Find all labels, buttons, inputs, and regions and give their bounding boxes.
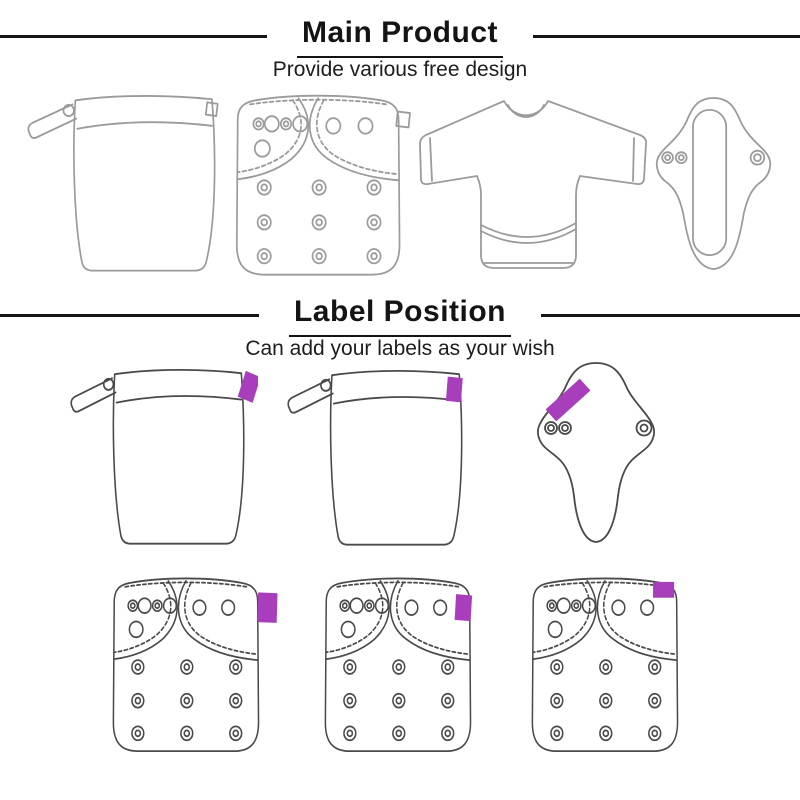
label-position-subtitle: Can add your labels as your wish: [245, 337, 555, 360]
label-swatch: [257, 592, 278, 623]
label-position-heading: Label Position: [0, 295, 800, 337]
heading-rule-left: [0, 314, 259, 318]
long-sleeve-bib-illustration: [418, 87, 648, 277]
diaper-label-side-illustration: [110, 572, 278, 765]
label-swatch: [653, 581, 675, 598]
diaper-label-edge-illustration: [322, 572, 473, 765]
main-product-title: Main Product: [297, 16, 504, 58]
heading-rule-left: [0, 35, 267, 39]
label-swatch: [545, 378, 591, 422]
heading-rule-right: [533, 35, 800, 39]
cloth-pad-label-illustration: [532, 358, 662, 548]
wet-bag-illustration: [26, 86, 219, 290]
side-tab: [395, 110, 411, 129]
label-swatch: [454, 594, 473, 622]
pocket-diaper-illustration: [233, 89, 411, 289]
label-swatch: [237, 370, 258, 403]
label-swatch: [445, 376, 463, 403]
label-position-title: Label Position: [288, 295, 512, 337]
diaper-label-top-illustration: [529, 572, 702, 765]
main-product-heading: Main Product: [0, 16, 800, 58]
wet-bag-label-inside-illustration: [286, 361, 463, 564]
cloth-pad-illustration: [650, 90, 777, 279]
heading-rule-right: [541, 314, 800, 318]
main-product-subtitle: Provide various free design: [272, 58, 528, 81]
hang-tab: [204, 101, 219, 118]
wet-bag-label-outside-illustration: [69, 360, 258, 563]
